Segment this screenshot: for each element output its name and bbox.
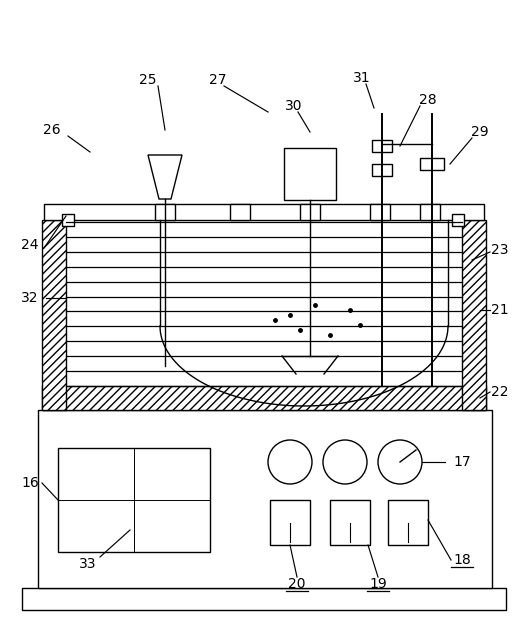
Bar	[330, 500, 370, 545]
Text: 17: 17	[453, 455, 471, 469]
Text: 23: 23	[491, 243, 509, 257]
Bar	[372, 164, 392, 176]
Text: 24: 24	[21, 238, 39, 252]
Text: 28: 28	[419, 93, 437, 107]
Bar	[452, 214, 464, 226]
Text: 18: 18	[453, 553, 471, 567]
Text: 19: 19	[369, 577, 387, 591]
Bar	[270, 500, 310, 545]
Bar	[370, 204, 390, 220]
Text: 33: 33	[79, 557, 97, 571]
Text: 27: 27	[209, 73, 227, 87]
Text: 29: 29	[471, 125, 489, 139]
Bar	[42, 220, 66, 410]
Bar	[230, 204, 250, 220]
Bar	[58, 448, 210, 552]
Text: 26: 26	[43, 123, 61, 137]
Bar	[22, 588, 506, 610]
Text: 31: 31	[353, 71, 371, 85]
Bar	[44, 204, 484, 220]
Text: 30: 30	[285, 99, 303, 113]
Bar	[38, 410, 492, 588]
Text: 25: 25	[139, 73, 157, 87]
Bar	[420, 204, 440, 220]
Text: 20: 20	[288, 577, 306, 591]
Circle shape	[378, 440, 422, 484]
Text: 32: 32	[21, 291, 39, 305]
Circle shape	[323, 440, 367, 484]
Bar	[388, 500, 428, 545]
Bar	[155, 204, 175, 220]
Bar	[62, 214, 74, 226]
Bar	[300, 204, 320, 220]
Bar	[372, 140, 392, 152]
Bar	[284, 148, 336, 200]
Text: 21: 21	[491, 303, 509, 317]
Text: 22: 22	[491, 385, 509, 399]
Bar	[462, 220, 486, 410]
Text: 16: 16	[21, 476, 39, 490]
Polygon shape	[148, 155, 182, 199]
Bar	[420, 158, 444, 170]
Circle shape	[268, 440, 312, 484]
Bar	[42, 386, 486, 410]
